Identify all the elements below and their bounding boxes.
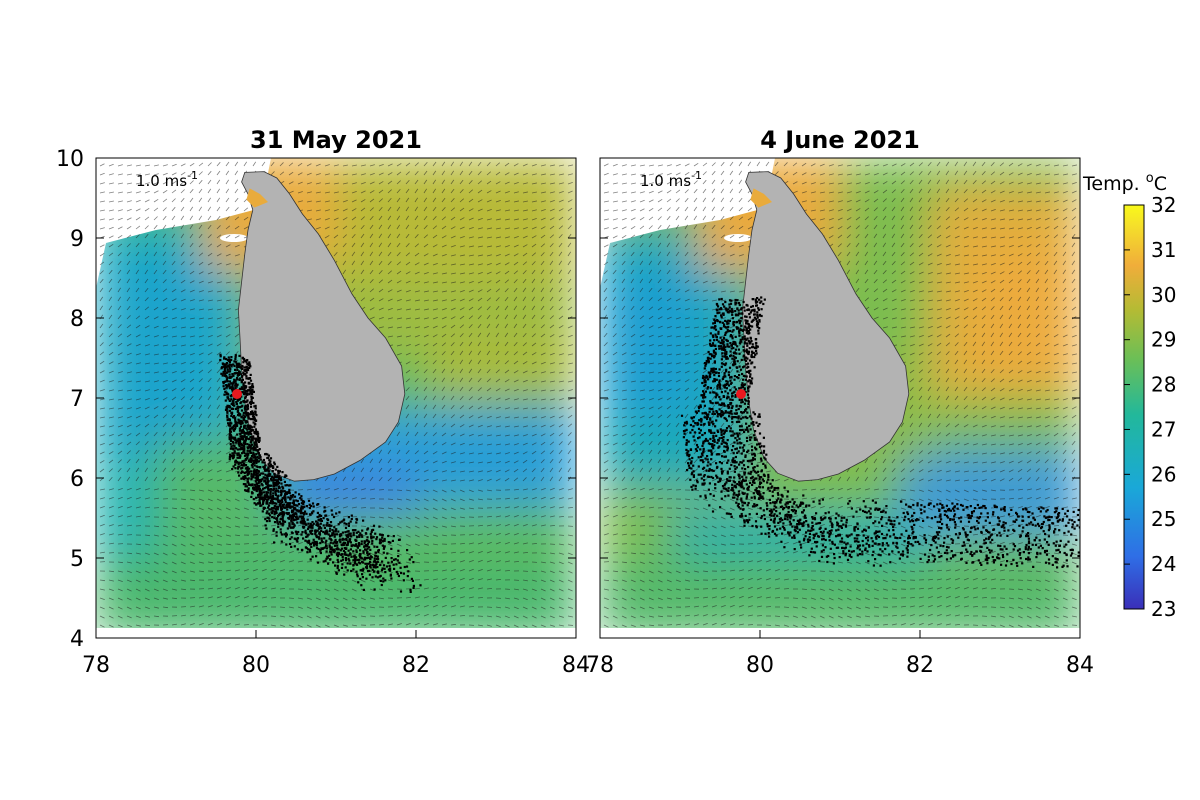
x-tick-label: 80 (746, 653, 774, 678)
scale-arrow-label: 1.0 ms-1 (640, 169, 702, 190)
colorbar-tick-label: 30 (1151, 283, 1176, 307)
colorbar-tick-label: 23 (1151, 597, 1176, 621)
colorbar-tick-label: 32 (1151, 193, 1176, 217)
sri-lanka-land (741, 171, 910, 482)
x-tick-label: 82 (402, 653, 430, 678)
x-tick-label: 84 (1066, 653, 1094, 678)
y-tick-label: 5 (70, 547, 84, 572)
colorbar-tick-label: 29 (1151, 328, 1176, 352)
sri-lanka-land (237, 171, 406, 482)
particle-cloud (219, 353, 422, 593)
colorbar-ticks: 23 24 25 26 27 28 29 30 31 32 (1124, 193, 1176, 621)
colorbar-tick-label: 31 (1151, 238, 1176, 262)
x-tick-label: 78 (586, 653, 614, 678)
colorbar-tick-label: 26 (1151, 462, 1176, 486)
particle-cloud (680, 296, 1080, 569)
y-tick-label: 9 (70, 227, 84, 252)
y-tick-label: 10 (56, 147, 84, 172)
scale-arrow-label: 1.0 ms-1 (136, 169, 198, 190)
colorbar-tick-label: 28 (1151, 373, 1176, 397)
panel-title: 4 June 2021 (760, 126, 920, 154)
panel-title: 31 May 2021 (250, 126, 422, 154)
colorbar-gradient (1123, 204, 1145, 610)
x-tick-label: 82 (906, 653, 934, 678)
axes: 78 80 82 84 (586, 157, 1094, 678)
colorbar-tick-label: 27 (1151, 417, 1176, 441)
x-tick-label: 80 (242, 653, 270, 678)
release-point-marker (232, 389, 242, 399)
release-point-marker (736, 389, 746, 399)
y-tick-label: 6 (70, 467, 84, 492)
colorbar: Temp. oC 23 24 25 26 27 28 29 30 31 32 (1082, 171, 1176, 621)
colorbar-title: Temp. oC (1082, 171, 1167, 195)
x-tick-label: 78 (82, 653, 110, 678)
y-tick-label: 7 (70, 387, 84, 412)
colorbar-tick-label: 24 (1151, 552, 1176, 576)
colorbar-tick-label: 25 (1151, 507, 1176, 531)
y-tick-label: 8 (70, 307, 84, 332)
y-tick-label: 4 (70, 627, 84, 652)
x-tick-label: 84 (562, 653, 590, 678)
panel-2: 4 June 2021 1.0 ms-1 78 80 82 84 (586, 126, 1094, 678)
